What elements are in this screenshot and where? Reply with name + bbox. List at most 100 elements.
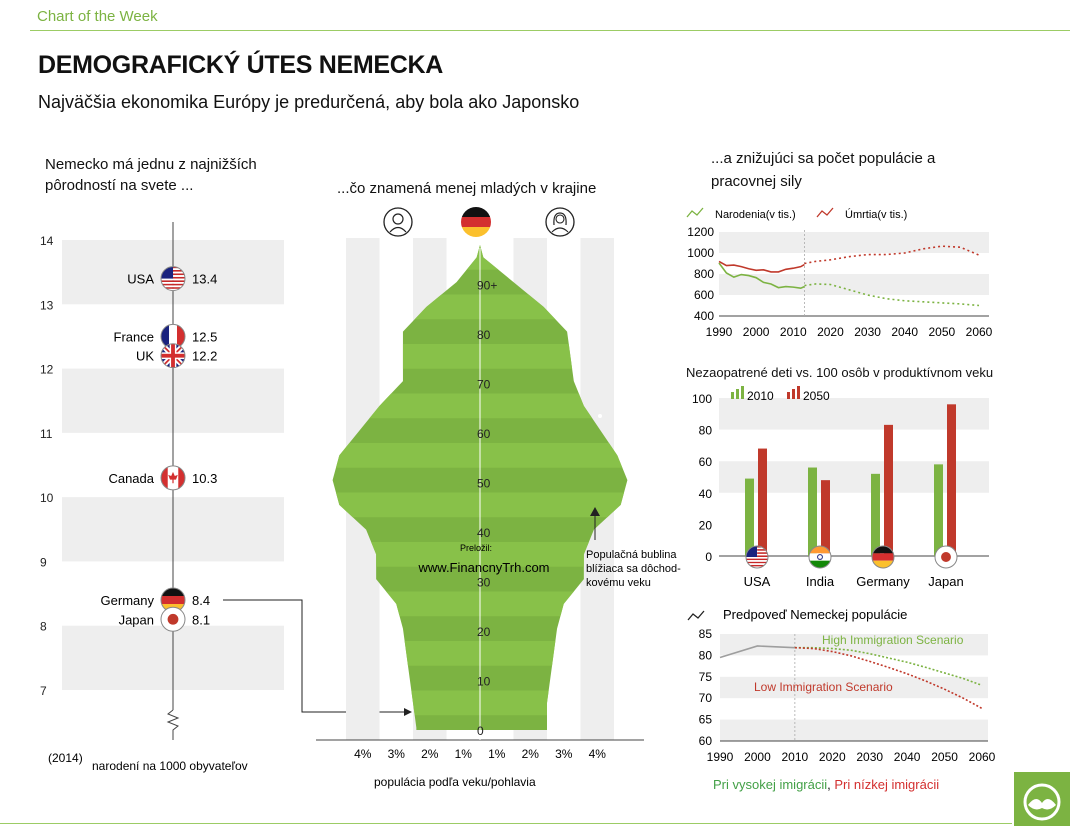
age-tick-5: 50 — [477, 477, 491, 491]
dot-decor — [598, 414, 602, 418]
forecast-heading-icon — [687, 610, 705, 621]
forecast-ytick-70: 70 — [699, 691, 713, 705]
logo-icon — [1023, 783, 1061, 821]
usa-flag-icon — [160, 266, 186, 292]
legend-icon-0 — [686, 207, 704, 218]
ytick-14: 14 — [40, 234, 54, 248]
right-mid-heading: Nezaopatrené deti vs. 100 osôb v produkt… — [686, 365, 994, 380]
bar-2050-india — [821, 480, 830, 556]
legend-icon-1 — [816, 207, 834, 218]
bar-2010-usa — [745, 478, 754, 556]
usa-flag-icon — [745, 545, 769, 569]
series-actual-1 — [718, 260, 805, 273]
male-icon — [383, 207, 413, 237]
forecast-xtick-2060: 2060 — [969, 750, 996, 764]
watermark-line1: Preložil: — [460, 543, 492, 553]
forecast-xtick-1990: 1990 — [707, 750, 734, 764]
births-xtick-2030: 2030 — [854, 325, 881, 339]
bar-ytick-60: 60 — [699, 455, 713, 469]
kicker: Chart of the Week — [37, 8, 158, 25]
bar-category-japan: Japan — [928, 574, 963, 589]
band-mid — [719, 274, 989, 295]
forecast-ytick-80: 80 — [699, 648, 713, 662]
age-tick-6: 60 — [477, 427, 491, 441]
bar-2010-india — [808, 467, 817, 556]
legend-bar-c-0 — [741, 386, 744, 399]
point-value-france: 12.5 — [192, 329, 217, 344]
left-heading-line1: Nemecko má jednu z najnižších — [45, 156, 257, 173]
forecast-series-0 — [719, 645, 795, 659]
ytick-12: 12 — [40, 363, 54, 377]
canada-flag-icon — [160, 465, 186, 491]
births-xtick-2010: 2010 — [780, 325, 807, 339]
x-tick-3: 1% — [455, 747, 473, 761]
legend-bar-b-0 — [736, 389, 739, 399]
india-flag-icon — [808, 545, 832, 569]
ytick-10: 10 — [40, 491, 54, 505]
age-tick-4: 40 — [477, 526, 491, 540]
dependency-bar-chart: 0 20 40 60 80 100 USA India Germany Japan 2010 2050 — [692, 386, 989, 589]
age-tick-2: 20 — [477, 625, 491, 639]
forecast-xtick-2050: 2050 — [931, 750, 958, 764]
bar-2050-japan — [947, 404, 956, 556]
bottom-rule — [0, 823, 1012, 824]
bar-category-germany: Germany — [856, 574, 910, 589]
bar-ytick-20: 20 — [699, 518, 713, 532]
ytick-7: 7 — [40, 684, 47, 698]
bar-category-india: India — [806, 574, 835, 589]
age-tick-9: 90+ — [477, 279, 497, 293]
page-subtitle: Najväčšia ekonomika Európy je predurčená… — [38, 92, 580, 112]
ytick-11: 11 — [40, 427, 53, 441]
bubble-arrow-icon — [590, 507, 600, 516]
footnote-separator: , — [827, 777, 835, 792]
point-label-germany: Germany — [101, 593, 155, 608]
legend-label-0: Narodenia(v tis.) — [715, 209, 796, 221]
japan-flag-icon — [160, 606, 186, 632]
forecast-band-1 — [720, 676, 988, 699]
forecast-xtick-2010: 2010 — [782, 750, 809, 764]
point-value-uk: 12.2 — [192, 349, 217, 364]
watermark-line2: www.FinancnyTrh.com — [418, 560, 550, 575]
bar-ytick-80: 80 — [699, 424, 713, 438]
series-actual-0 — [718, 262, 805, 289]
forecast-xtick-2000: 2000 — [744, 750, 771, 764]
bubble-annotation-line2: blížiaca sa dôchod- — [586, 563, 681, 575]
ytick-9: 9 — [40, 555, 47, 569]
x-tick-2: 2% — [421, 747, 439, 761]
axis-break-icon — [166, 709, 180, 740]
right-top-heading: ...a znižujúci sa počet populácie a prac… — [711, 147, 935, 193]
point-label-canada: Canada — [108, 471, 154, 486]
age-tick-7: 70 — [477, 378, 491, 392]
births-xtick-2000: 2000 — [743, 325, 770, 339]
bar-category-usa: USA — [744, 574, 771, 589]
forecast-band-2 — [720, 719, 988, 741]
bar-2050-germany — [884, 424, 893, 556]
band-top — [719, 232, 989, 253]
legend-bar-a-1 — [787, 392, 790, 399]
births-ytick-400: 400 — [694, 309, 714, 323]
germany-flag-icon — [461, 207, 491, 237]
japan-flag-icon — [934, 545, 958, 569]
connector-arrow-icon — [404, 708, 412, 716]
series-projection-1 — [804, 245, 980, 265]
point-label-uk: UK — [136, 349, 154, 364]
births-ytick-1000: 1000 — [687, 246, 714, 260]
forecast-series-2 — [794, 646, 983, 710]
series-projection-0 — [804, 283, 980, 307]
point-value-germany: 8.4 — [192, 593, 210, 608]
births-xtick-1990: 1990 — [706, 325, 733, 339]
bar-ytick-100: 100 — [692, 392, 712, 406]
x-tick-7: 4% — [589, 747, 607, 761]
forecast-xtick-2020: 2020 — [819, 750, 846, 764]
bar-2010-japan — [934, 464, 943, 556]
right-top-heading-line2: pracovnej sily — [711, 173, 802, 190]
uk-flag-icon — [160, 343, 186, 369]
forecast-heading: Predpoveď Nemeckej populácie — [723, 607, 907, 622]
bar-2010-germany — [871, 473, 880, 556]
point-value-japan: 8.1 — [192, 612, 210, 627]
age-tick-3: 30 — [477, 576, 491, 590]
forecast-ytick-75: 75 — [699, 670, 713, 684]
forecast-band-0 — [720, 634, 988, 656]
point-value-usa: 13.4 — [192, 272, 217, 287]
